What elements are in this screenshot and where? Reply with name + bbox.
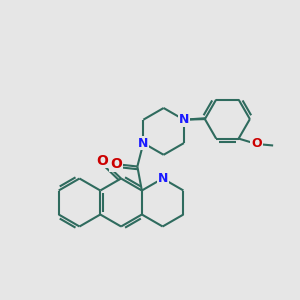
Text: O: O [97,154,108,167]
Text: N: N [179,113,189,126]
Text: O: O [251,137,262,151]
Text: N: N [158,172,168,185]
Text: O: O [110,157,122,171]
Text: N: N [138,136,148,150]
